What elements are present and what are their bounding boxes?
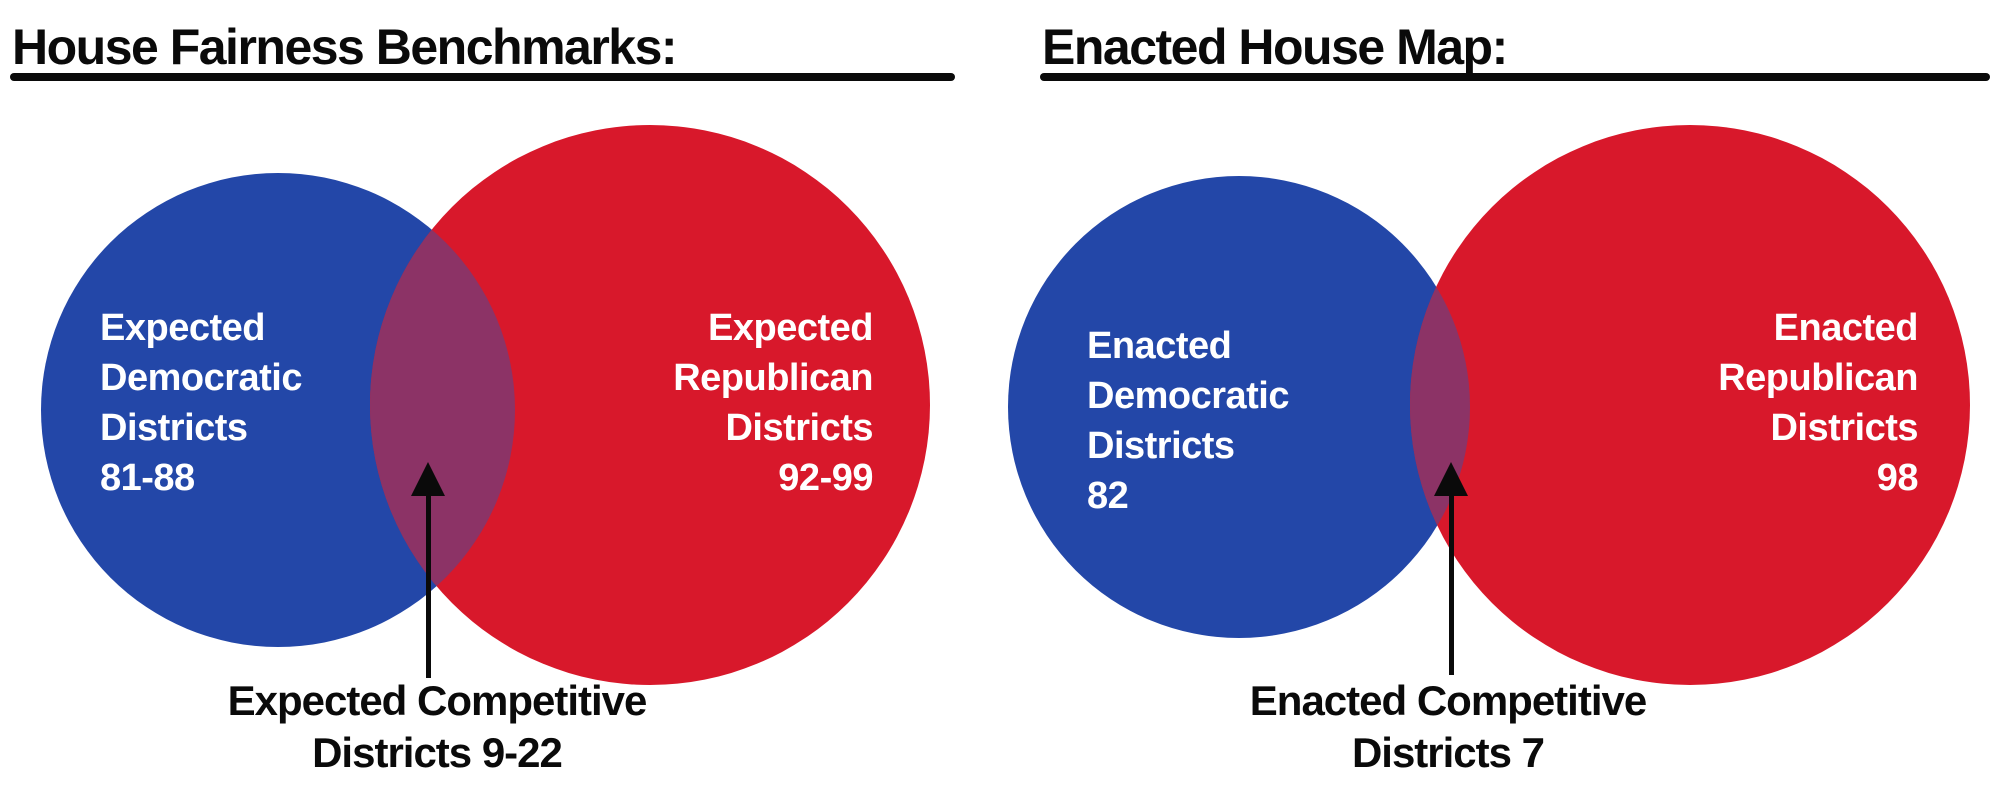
left-arrow-head-icon — [411, 462, 445, 496]
label-line: 81-88 — [100, 457, 195, 499]
right-arrow-shaft — [1449, 492, 1454, 675]
label-line: Expected Competitive — [227, 677, 648, 724]
label-line: Enacted — [1087, 325, 1232, 367]
left-arrow-shaft — [426, 492, 431, 678]
label-line: Democratic — [100, 357, 302, 399]
expected-republican-label: Expected Republican Districts 92-99 — [673, 303, 873, 503]
enacted-republican-circle — [1410, 125, 1970, 685]
enacted-overlap-lens-fill — [1410, 176, 1470, 638]
expected-overlap-lens-fill — [370, 173, 515, 647]
label-line: Districts — [100, 407, 248, 449]
label-line: Expected — [100, 307, 265, 349]
label-line: Republican — [673, 357, 873, 399]
enacted-democratic-label: Enacted Democratic Districts 82 — [1087, 321, 1289, 521]
label-line: Enacted Competitive — [1249, 677, 1647, 724]
enacted-democratic-circle — [1008, 176, 1470, 638]
expected-democratic-label: Expected Democratic Districts 81-88 — [100, 303, 302, 503]
enacted-republican-label: Enacted Republican Districts 98 — [1718, 303, 1918, 503]
label-line: Expected — [708, 307, 873, 349]
enacted-competitive-label: Enacted Competitive Districts 7 — [1148, 675, 1748, 779]
label-line: Democratic — [1087, 375, 1289, 417]
label-line: 92-99 — [778, 457, 873, 499]
left-panel-title: House Fairness Benchmarks: — [12, 19, 678, 75]
label-line: Districts — [1770, 407, 1918, 449]
label-line: Enacted — [1773, 307, 1919, 349]
expected-overlap-lens — [370, 125, 930, 685]
label-line: 82 — [1087, 475, 1129, 517]
expected-competitive-label: Expected Competitive Districts 9-22 — [137, 675, 737, 779]
label-line: Districts 9-22 — [312, 729, 563, 776]
right-panel-title: Enacted House Map: — [1042, 19, 1508, 75]
label-line: Districts — [1087, 425, 1235, 467]
left-title-underline — [10, 73, 955, 81]
label-line: Districts — [725, 407, 873, 449]
right-title-underline — [1040, 73, 1990, 81]
label-line: Districts 7 — [1351, 729, 1545, 776]
label-line: 98 — [1876, 457, 1919, 499]
label-line: Republican — [1718, 357, 1918, 399]
right-arrow-head-icon — [1434, 462, 1468, 496]
